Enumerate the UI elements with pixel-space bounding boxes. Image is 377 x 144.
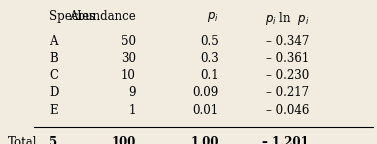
Text: $p_i$: $p_i$ <box>207 10 219 24</box>
Text: Total: Total <box>8 136 37 144</box>
Text: D: D <box>49 86 58 99</box>
Text: 9: 9 <box>128 86 136 99</box>
Text: C: C <box>49 69 58 82</box>
Text: 5: 5 <box>49 136 57 144</box>
Text: 50: 50 <box>121 35 136 48</box>
Text: 0.09: 0.09 <box>192 86 219 99</box>
Text: – 0.361: – 0.361 <box>266 52 309 65</box>
Text: – 0.217: – 0.217 <box>266 86 309 99</box>
Text: 0.3: 0.3 <box>200 52 219 65</box>
Text: 30: 30 <box>121 52 136 65</box>
Text: Species: Species <box>49 10 95 23</box>
Text: Abundance: Abundance <box>69 10 136 23</box>
Text: 0.01: 0.01 <box>193 104 219 117</box>
Text: – 0.230: – 0.230 <box>266 69 309 82</box>
Text: B: B <box>49 52 58 65</box>
Text: 1: 1 <box>128 104 136 117</box>
Text: 0.1: 0.1 <box>200 69 219 82</box>
Text: $p_i$ ln  $p_i$: $p_i$ ln $p_i$ <box>265 10 309 27</box>
Text: – 0.347: – 0.347 <box>266 35 309 48</box>
Text: E: E <box>49 104 58 117</box>
Text: 10: 10 <box>121 69 136 82</box>
Text: – 0.046: – 0.046 <box>266 104 309 117</box>
Text: 100: 100 <box>111 136 136 144</box>
Text: 1.00: 1.00 <box>190 136 219 144</box>
Text: A: A <box>49 35 58 48</box>
Text: 0.5: 0.5 <box>200 35 219 48</box>
Text: – 1.201: – 1.201 <box>262 136 309 144</box>
